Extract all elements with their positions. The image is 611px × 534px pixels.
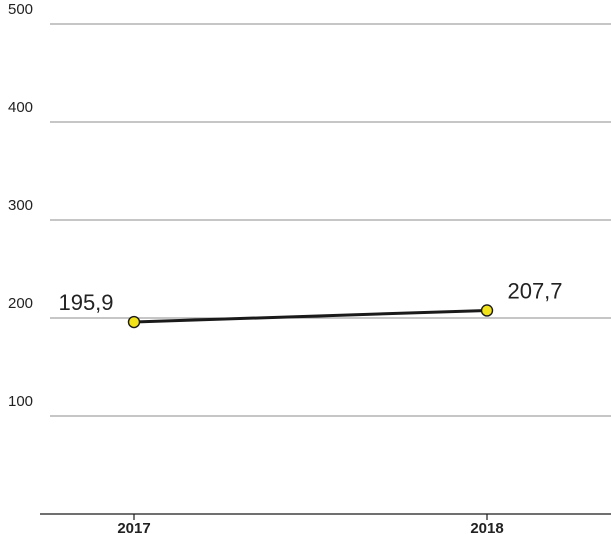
data-label-2018: 207,7 — [507, 278, 562, 303]
y-tick-label-500: 500 — [8, 1, 33, 18]
gridlines — [50, 23, 611, 417]
y-tick-label-200: 200 — [8, 295, 33, 312]
x-axis: 2017 2018 — [40, 513, 611, 534]
y-tick-label-100: 100 — [8, 393, 33, 410]
x-tick-label-2017: 2017 — [117, 520, 150, 534]
y-axis-ticks: 100 200 300 400 500 — [8, 1, 33, 410]
data-label-2017: 195,9 — [58, 290, 113, 315]
y-tick-label-400: 400 — [8, 99, 33, 116]
data-point-2017 — [127, 315, 141, 329]
series-line — [133, 308, 488, 324]
y-tick-label-300: 300 — [8, 197, 33, 214]
x-tick-label-2018: 2018 — [470, 520, 503, 534]
data-labels: 195,9 207,7 — [58, 278, 562, 315]
series — [127, 304, 494, 329]
data-point-2018 — [480, 304, 494, 317]
